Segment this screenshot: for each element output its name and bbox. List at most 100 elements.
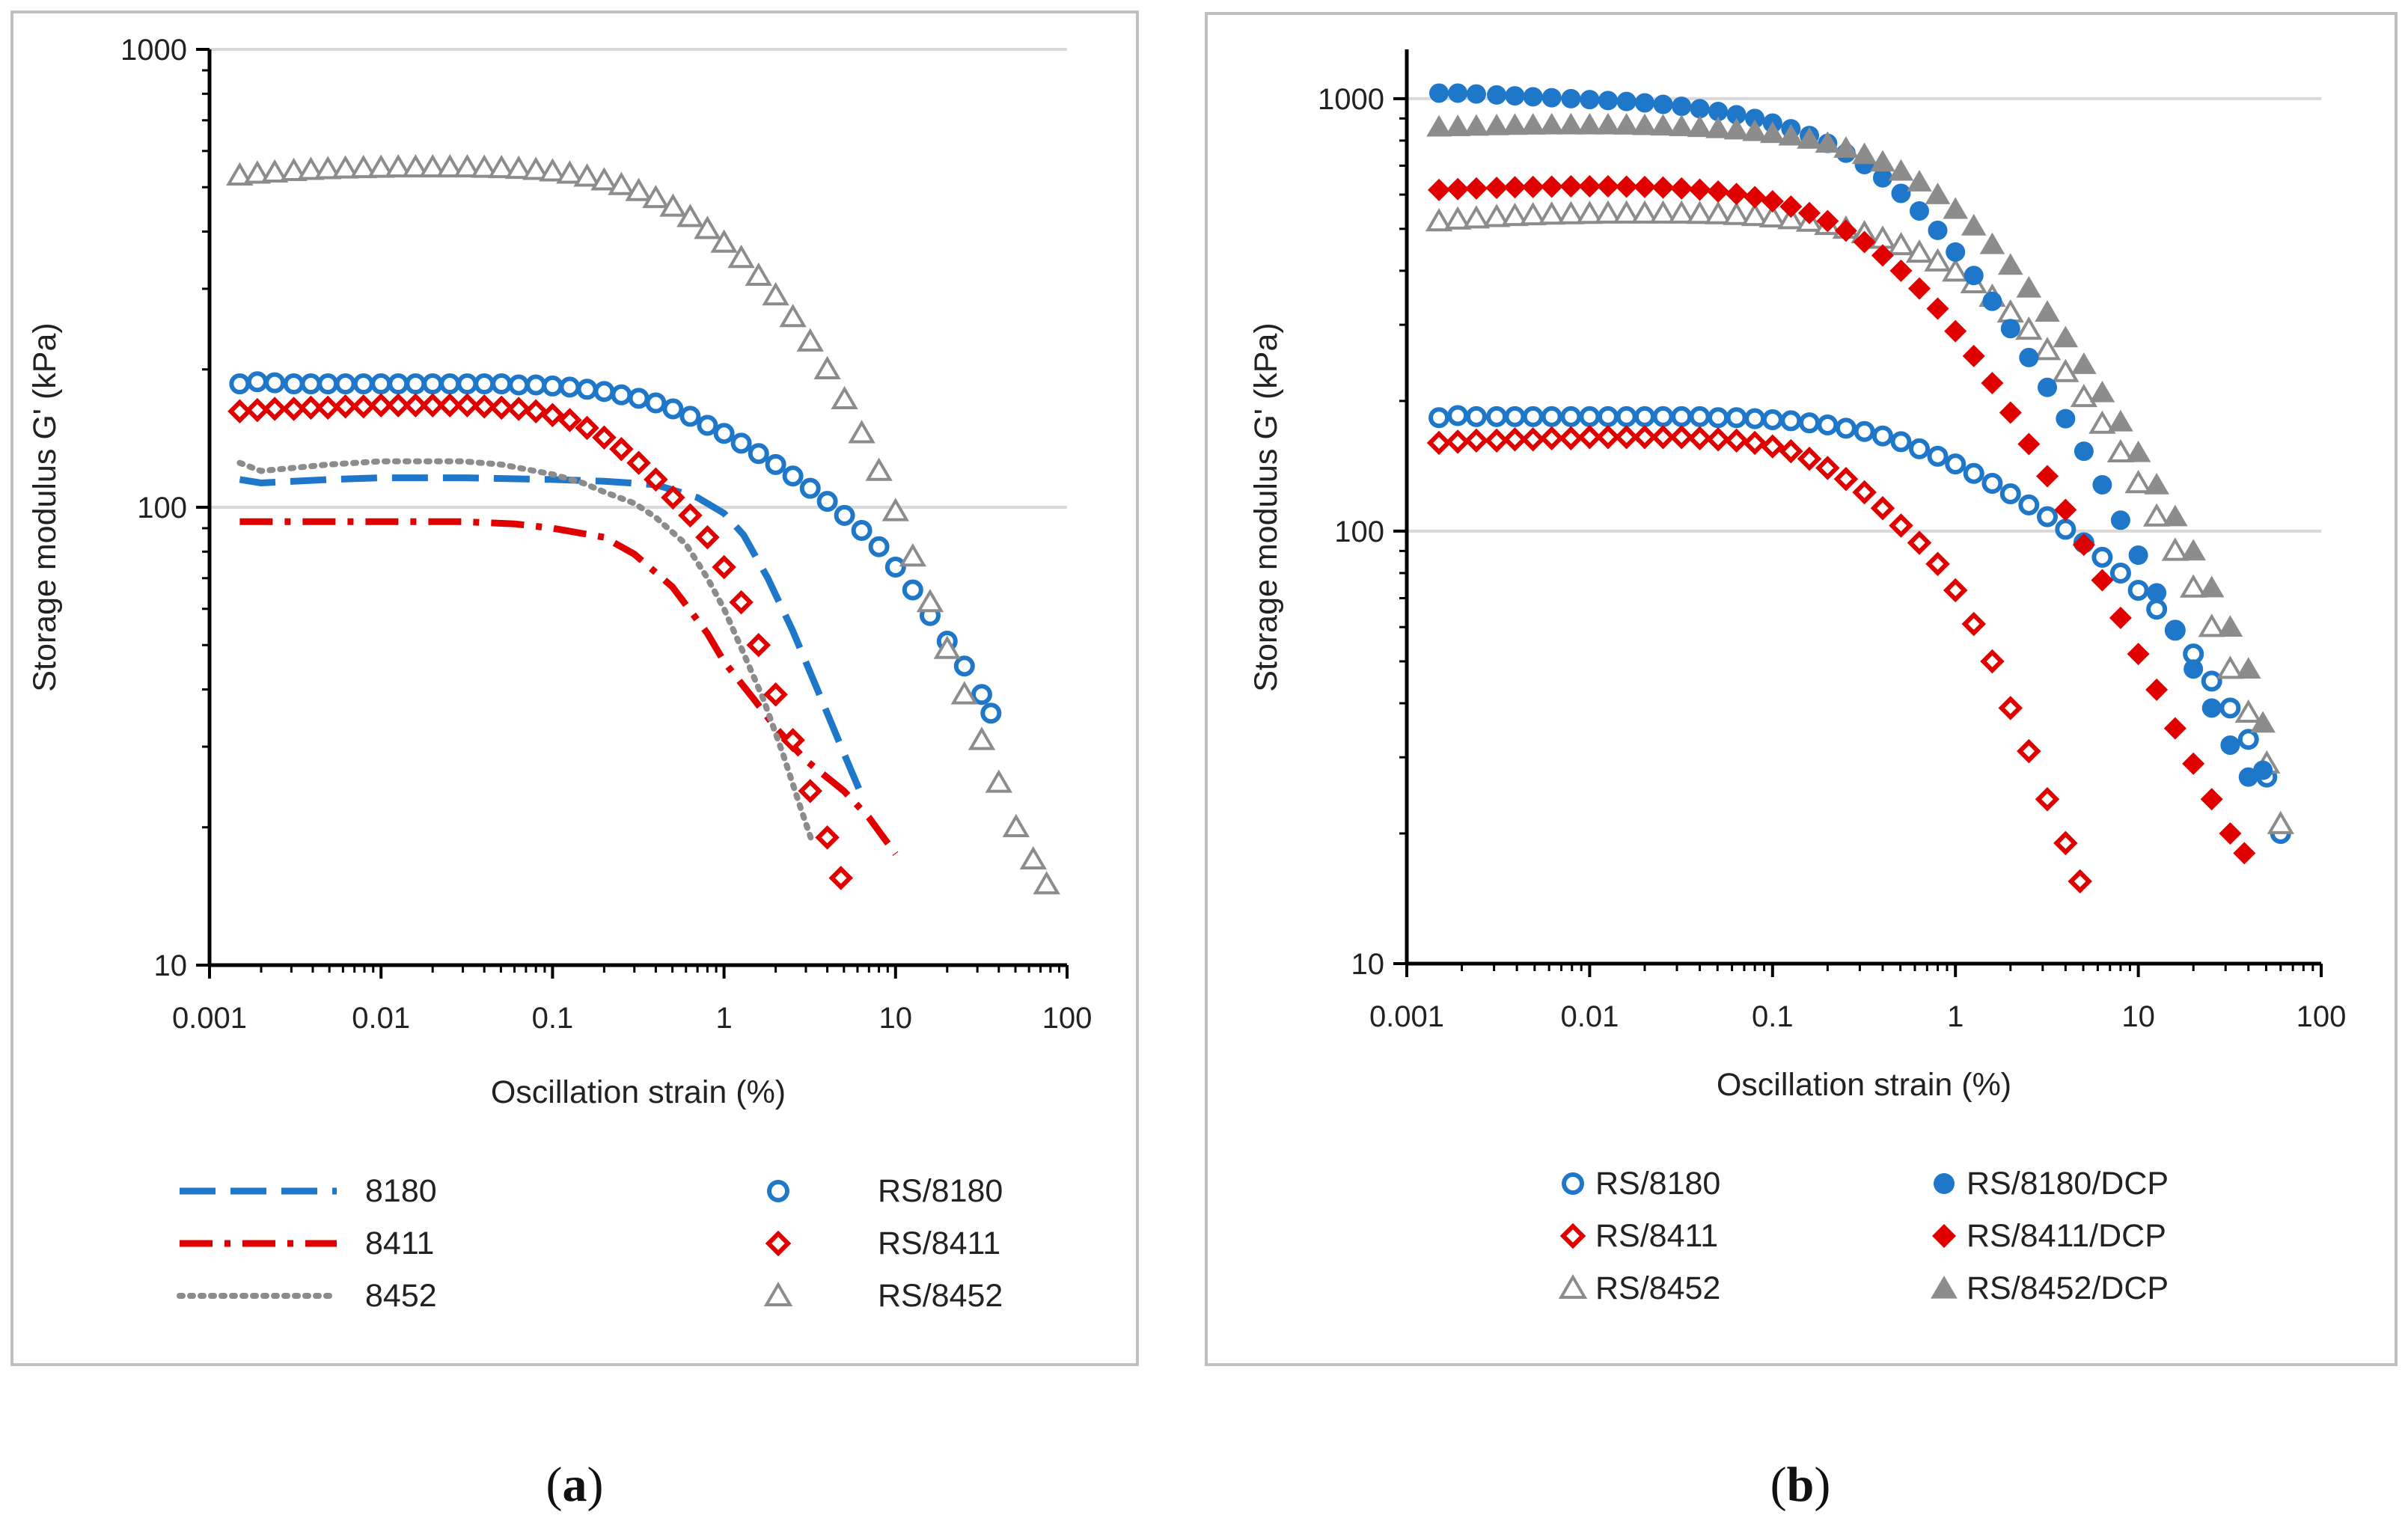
point-RS/8180-0	[1428, 407, 1450, 429]
point-RS/8180-39	[2146, 599, 2168, 620]
point-RS/8180/DCP-32	[2019, 347, 2039, 367]
point-RS/8452-44	[985, 769, 1012, 793]
point-RS/8411/DCP-2	[1464, 177, 1488, 200]
point-RS/8411-35	[2068, 869, 2092, 894]
point-RS/8452-32	[779, 304, 807, 328]
y-tick-label-2: 1000	[120, 34, 187, 67]
point-RS/8411-27	[695, 524, 720, 550]
point-RS/8180/DCP-34	[2056, 408, 2076, 429]
point-RS/8452/DCP-6	[1538, 112, 1565, 135]
point-RS/8180/DCP-17	[1745, 108, 1765, 129]
point-RS/8411-15	[489, 395, 514, 420]
y-axis-label: Storage modulus G' (kPa)	[27, 322, 63, 691]
point-RS/8180-3	[283, 373, 305, 395]
point-RS/8452-1	[1443, 206, 1472, 230]
point-RS/8180/DCP-31	[2000, 319, 2020, 339]
point-RS/8180-1	[246, 371, 268, 393]
point-RS/8180/DCP-7	[1561, 88, 1581, 108]
point-RS/8180/DCP-26	[1909, 201, 1929, 221]
point-RS/8452/DCP-2	[1464, 114, 1489, 136]
point-RS/8452-41	[933, 635, 961, 659]
point-RS/8180/DCP-1	[1448, 83, 1468, 103]
point-RS/8452-37	[2106, 438, 2135, 463]
point-RS/8411-4	[1503, 427, 1527, 452]
point-RS/8180/DCP-41	[2184, 659, 2204, 679]
legend-entry-8180: 8180	[180, 1173, 437, 1209]
point-RS/8411/DCP-33	[2035, 465, 2059, 488]
point-RS/8180/DCP-30	[1982, 291, 2002, 311]
point-RS/8180-28	[1945, 453, 1967, 475]
legend-entry-RS/8180: RS/8180	[1562, 1166, 1720, 1202]
caption-b-close: )	[1814, 1457, 1830, 1512]
point-RS/8452-33	[796, 328, 824, 352]
point-RS/8452-4	[297, 156, 325, 180]
chart-b: 0.001 0.01 0.1 1 10 100 10 100 1000 Oscillation s…	[1248, 49, 2346, 1306]
x-tick-label-4: 10	[2121, 1000, 2155, 1033]
point-RS/8180-22	[1835, 417, 1857, 439]
point-RS/8180/DCP-13	[1672, 97, 1692, 117]
point-RS/8411-17	[1742, 430, 1767, 456]
point-RS/8452/DCP-40	[2163, 504, 2188, 527]
legend-marker-RS/8452	[763, 1282, 793, 1306]
point-RS/8452/DCP-12	[1650, 114, 1676, 136]
point-RS/8452/DCP-20	[1797, 127, 1822, 149]
point-RS/8452-27	[1924, 248, 1952, 272]
point-RS/8180-4	[300, 373, 322, 395]
point-RS/8180-31	[765, 453, 786, 475]
point-RS/8180-15	[1708, 407, 1729, 429]
point-RS/8411-31	[1998, 696, 2023, 720]
legend-label-RS/8180: RS/8180	[1595, 1166, 1720, 1202]
legend-label-RS/8452/DCP: RS/8452/DCP	[1967, 1270, 2169, 1306]
point-RS/8180-23	[1854, 420, 1875, 442]
point-RS/8411-7	[351, 394, 376, 419]
point-RS/8452-18	[1758, 204, 1786, 227]
point-RS/8411/DCP-0	[1428, 178, 1451, 201]
point-RS/8180-29	[1963, 462, 1984, 484]
point-RS/8411-9	[385, 393, 411, 417]
point-RS/8180-14	[474, 373, 495, 395]
point-RS/8180-30	[748, 443, 769, 465]
point-RS/8452/DCP-26	[1907, 170, 1932, 192]
point-RS/8180-17	[1744, 408, 1766, 429]
point-RS/8411-32	[780, 728, 805, 753]
point-RS/8411-20	[575, 415, 599, 441]
point-RS/8180/DCP-4	[1505, 86, 1525, 106]
point-RS/8452/DCP-22	[1833, 136, 1859, 158]
point-RS/8180-26	[679, 406, 701, 427]
point-RS/8452/DCP-1	[1445, 114, 1470, 136]
caption-a-open: (	[546, 1457, 563, 1512]
series-line-8411	[239, 518, 899, 856]
point-RS/8180/DCP-35	[2074, 441, 2094, 462]
series-RS/8411	[227, 393, 853, 890]
point-RS/8411-35	[828, 866, 853, 890]
point-RS/8411-34	[815, 825, 840, 850]
point-RS/8452/DCP-29	[1961, 213, 1987, 236]
point-RS/8180-9	[1597, 406, 1619, 427]
point-RS/8452-13	[453, 153, 481, 178]
point-RS/8411/DCP-11	[1633, 175, 1656, 198]
point-RS/8452-1	[243, 160, 272, 184]
point-RS/8452-7	[1557, 201, 1585, 224]
point-RS/8180/DCP-8	[1580, 90, 1600, 110]
point-RS/8180-8	[1579, 406, 1601, 427]
series-8411	[239, 518, 899, 856]
series-RS/8411	[1426, 424, 2092, 894]
point-RS/8180-32	[2018, 494, 2040, 515]
legend-entry-RS/8411: RS/8411	[765, 1225, 1000, 1261]
point-RS/8411/DCP-19	[1779, 195, 1803, 218]
y-axis-label: Storage modulus G' (kPa)	[1248, 322, 1284, 691]
point-RS/8452-11	[419, 153, 447, 178]
point-RS/8180-43	[971, 684, 992, 706]
point-RS/8452/DCP-41	[2181, 539, 2206, 561]
x-tick-label-1: 0.01	[1560, 1000, 1619, 1033]
point-RS/8411/DCP-17	[1744, 186, 1767, 209]
legend-label-RS/8180: RS/8180	[878, 1173, 1003, 1209]
point-RS/8411-0	[227, 399, 252, 424]
point-RS/8452/DCP-33	[2035, 300, 2060, 322]
point-RS/8452/DCP-43	[2217, 615, 2243, 637]
point-RS/8452/DCP-11	[1632, 113, 1657, 135]
point-RS/8411-28	[712, 554, 736, 580]
point-RS/8452-35	[831, 385, 858, 410]
point-RS/8411/DCP-25	[1889, 259, 1913, 282]
